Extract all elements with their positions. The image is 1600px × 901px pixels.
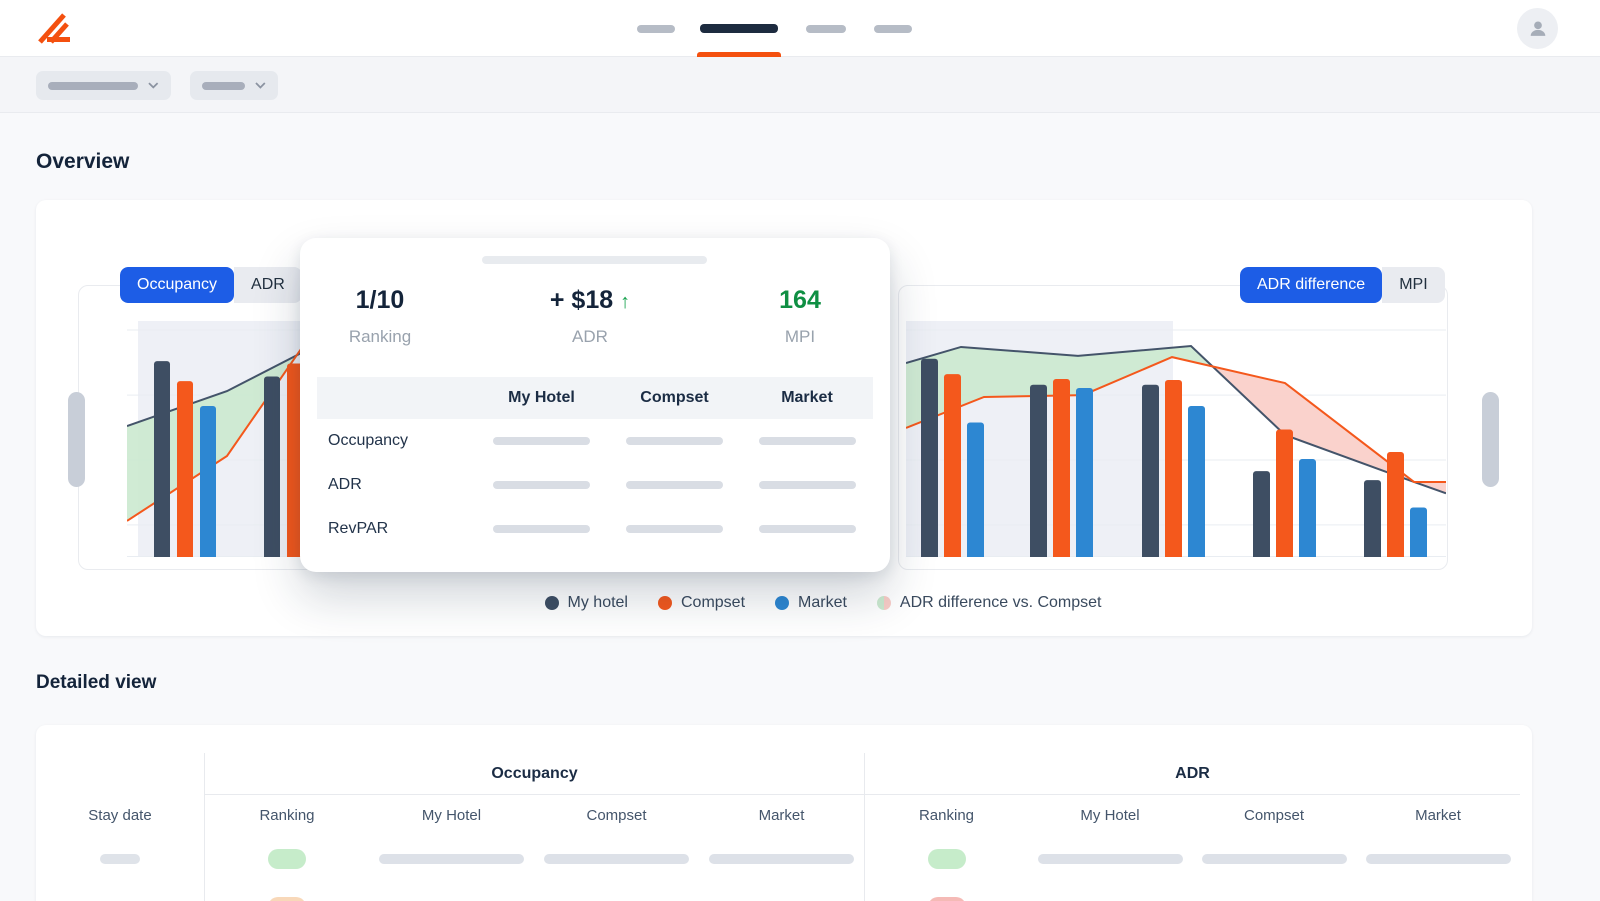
up-arrow-icon: ↑ bbox=[620, 291, 631, 313]
stat-mpi-label: MPI bbox=[784, 327, 816, 346]
my-hotel-dot-icon bbox=[544, 596, 559, 610]
table-row-occupancy: Occupancy bbox=[317, 419, 873, 463]
stat-adr-value: + $18 ↑ bbox=[549, 286, 631, 314]
stat-ranking-label: Ranking bbox=[348, 327, 412, 346]
top-navbar bbox=[0, 0, 1600, 57]
stat-adr: + $18 ↑ ADR bbox=[510, 286, 670, 347]
brand-logo-icon[interactable] bbox=[36, 10, 70, 48]
table-row-adr: ADR bbox=[317, 463, 873, 507]
legend-adr-difference[interactable]: ADR difference vs. Compset bbox=[876, 594, 1101, 612]
col-stay-date: Stay date bbox=[88, 806, 152, 824]
value-placeholder bbox=[709, 854, 854, 864]
col-occ-compset: Compset bbox=[586, 806, 647, 824]
col-compset: Compset bbox=[640, 389, 709, 406]
value-placeholder bbox=[1365, 854, 1511, 864]
market-dot-icon bbox=[775, 596, 790, 610]
tooltip-drag-handle[interactable] bbox=[482, 256, 707, 264]
legend-market[interactable]: Market bbox=[775, 594, 847, 612]
table-row-revpar: RevPAR bbox=[317, 507, 873, 551]
person-icon bbox=[1530, 20, 1545, 36]
detailed-view-title: Detailed view bbox=[36, 672, 157, 693]
col-occ-my-hotel: My Hotel bbox=[421, 806, 482, 824]
value-placeholder bbox=[493, 481, 590, 489]
compset-dot-icon bbox=[657, 596, 672, 610]
nav-item-placeholder[interactable] bbox=[637, 25, 675, 33]
col-occ-market: Market bbox=[758, 806, 805, 824]
value-placeholder bbox=[544, 854, 689, 864]
legend-compset[interactable]: Compset bbox=[657, 594, 745, 612]
value-placeholder bbox=[1201, 854, 1347, 864]
nav-item-placeholder[interactable] bbox=[874, 25, 912, 33]
col-adr-my-hotel: My Hotel bbox=[1080, 806, 1140, 824]
chevron-down-icon bbox=[148, 82, 159, 89]
value-placeholder bbox=[626, 481, 723, 489]
adr-ranking-badge bbox=[927, 849, 966, 869]
adr-difference-chart bbox=[905, 321, 1447, 563]
occ-ranking-badge bbox=[268, 849, 306, 869]
table-row bbox=[36, 883, 204, 901]
col-adr-compset: Compset bbox=[1243, 806, 1305, 824]
chart-tooltip-card: 1/10 Ranking + $18 ↑ ADR 164 MPI My Hote… bbox=[300, 238, 890, 572]
overview-card: Occupancy ADR ADR difference MPI 1/10 Ra… bbox=[36, 200, 1532, 636]
group-title-adr: ADR bbox=[864, 753, 1520, 795]
col-adr-market: Market bbox=[1415, 806, 1461, 824]
carousel-prev-handle[interactable] bbox=[68, 392, 85, 487]
filter-dropdown-2[interactable] bbox=[190, 71, 278, 100]
adr-difference-chart-panel bbox=[898, 285, 1448, 570]
value-placeholder bbox=[758, 481, 856, 489]
toggle-adr[interactable]: ADR bbox=[234, 267, 302, 303]
adr-ranking-badge bbox=[927, 897, 966, 901]
user-avatar[interactable] bbox=[1517, 8, 1558, 49]
col-occ-ranking: Ranking bbox=[204, 795, 369, 835]
value-placeholder bbox=[493, 525, 590, 533]
tooltip-table-header: My Hotel Compset Market bbox=[317, 377, 873, 419]
stat-mpi: 164 MPI bbox=[740, 286, 860, 347]
value-placeholder bbox=[626, 525, 723, 533]
stat-adr-label: ADR bbox=[572, 327, 608, 346]
toggle-adr-difference[interactable]: ADR difference bbox=[1240, 267, 1383, 303]
value-placeholder bbox=[758, 437, 856, 445]
stat-ranking: 1/10 Ranking bbox=[320, 286, 440, 347]
stay-date-placeholder bbox=[100, 854, 140, 864]
toggle-occupancy[interactable]: Occupancy bbox=[120, 267, 235, 303]
filter-value-placeholder bbox=[202, 81, 246, 90]
filter-value-placeholder bbox=[48, 81, 139, 90]
nav-item-active-placeholder[interactable] bbox=[700, 24, 778, 33]
carousel-next-handle[interactable] bbox=[1482, 392, 1499, 487]
nav-item-placeholder[interactable] bbox=[806, 25, 846, 33]
stat-mpi-value: 164 bbox=[779, 286, 821, 314]
col-adr-ranking: Ranking bbox=[864, 795, 1028, 835]
value-placeholder bbox=[1037, 854, 1183, 864]
value-placeholder bbox=[758, 525, 856, 533]
value-placeholder bbox=[379, 854, 524, 864]
metric-toggle-left: Occupancy ADR bbox=[120, 267, 302, 303]
active-nav-underline bbox=[697, 52, 781, 57]
occ-ranking-badge bbox=[268, 897, 306, 901]
detailed-table: Occupancy ADR Stay date Ranking My Hotel… bbox=[36, 753, 1532, 901]
stat-ranking-value: 1/10 bbox=[355, 286, 405, 314]
table-row bbox=[36, 835, 204, 883]
value-placeholder bbox=[626, 437, 723, 445]
metric-toggle-right: ADR difference MPI bbox=[1240, 267, 1445, 303]
tooltip-stats-row: 1/10 Ranking + $18 ↑ ADR 164 MPI bbox=[300, 286, 890, 347]
filter-dropdown-1[interactable] bbox=[36, 71, 171, 100]
page-title: Overview bbox=[36, 150, 130, 173]
adr-difference-dot-icon bbox=[876, 596, 891, 610]
tooltip-table: My Hotel Compset Market Occupancy ADR Re… bbox=[317, 377, 873, 551]
group-title-occupancy: Occupancy bbox=[204, 753, 864, 795]
value-placeholder bbox=[493, 437, 590, 445]
filter-bar bbox=[0, 57, 1600, 113]
col-market: Market bbox=[781, 389, 833, 406]
chart-legend: My hotel Compset Market ADR difference v… bbox=[36, 594, 1532, 612]
col-my-hotel: My Hotel bbox=[508, 389, 575, 406]
detailed-view-card: Occupancy ADR Stay date Ranking My Hotel… bbox=[36, 725, 1532, 901]
legend-my-hotel[interactable]: My hotel bbox=[544, 594, 628, 612]
chevron-down-icon bbox=[255, 82, 266, 89]
toggle-mpi[interactable]: MPI bbox=[1382, 267, 1445, 303]
